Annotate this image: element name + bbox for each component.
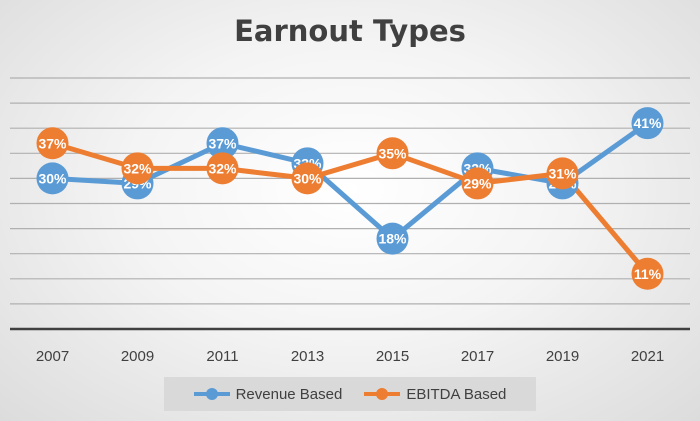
legend-item-revenue[interactable]: Revenue Based: [193, 385, 343, 403]
data-label-revenue: 37%: [208, 135, 237, 151]
x-tick-label: 2015: [376, 348, 409, 365]
data-point-ebitda: [206, 152, 239, 185]
legend-marker-ebitda: [364, 388, 401, 400]
data-point-revenue: [376, 222, 409, 255]
data-point-ebitda: [461, 167, 494, 200]
chart-legend: Revenue Based EBITDA Based: [164, 377, 536, 411]
data-label-ebitda: 29%: [463, 175, 492, 191]
x-tick-label: 2017: [461, 348, 494, 365]
data-point-revenue: [206, 127, 239, 160]
data-label-revenue: 18%: [378, 231, 407, 247]
data-point-ebitda: [546, 157, 579, 190]
x-tick-label: 2009: [121, 348, 154, 365]
data-point-ebitda: [631, 257, 664, 290]
data-point-ebitda: [36, 127, 69, 160]
data-label-ebitda: 35%: [378, 145, 407, 161]
data-label-ebitda: 31%: [548, 165, 577, 181]
x-tick-label: 2007: [36, 348, 69, 365]
data-label-ebitda: 30%: [293, 170, 322, 186]
data-point-ebitda: [121, 152, 154, 185]
chart-title: Earnout Types: [234, 14, 466, 48]
data-point-ebitda: [291, 162, 324, 195]
data-label-ebitda: 32%: [208, 160, 237, 176]
data-point-revenue: [36, 162, 69, 195]
x-tick-label: 2011: [206, 348, 238, 365]
data-label-revenue: 30%: [38, 170, 67, 186]
legend-label-ebitda: EBITDA Based: [406, 385, 507, 403]
data-label-ebitda: 32%: [123, 160, 152, 176]
legend-label-revenue: Revenue Based: [235, 385, 343, 403]
legend-item-ebitda[interactable]: EBITDA Based: [364, 386, 506, 403]
data-point-ebitda: [376, 137, 409, 170]
x-tick-label: 2021: [631, 348, 664, 365]
x-tick-label: 2013: [291, 348, 324, 365]
data-label-ebitda: 37%: [38, 135, 67, 151]
data-label-revenue: 41%: [633, 115, 662, 131]
x-tick-label: 2019: [546, 348, 579, 365]
data-point-revenue: [631, 107, 664, 140]
data-label-ebitda: 11%: [634, 266, 662, 282]
legend-marker-revenue: [193, 388, 230, 400]
